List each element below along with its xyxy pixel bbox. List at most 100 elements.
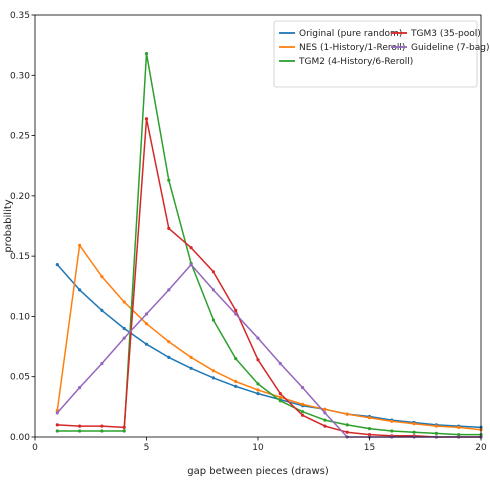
series-1-line (56, 244, 482, 431)
series-1-point (278, 395, 282, 399)
axes-layer: 0 5 10 15 20 0.00 0.05 0.10 0.15 0.20 0.25 0.30 0.35… (3, 11, 487, 477)
series-2-point (100, 429, 104, 433)
legend-label: TGM2 (4-History/6-Reroll) (298, 57, 413, 67)
legend-label: Guideline (7-bag) (411, 43, 489, 53)
y-tick-label: 0.35 (10, 11, 30, 21)
series-1-point (412, 422, 416, 426)
x-tick-label: 10 (252, 443, 264, 453)
series-4-point (301, 386, 305, 390)
x-tick-label: 20 (475, 443, 487, 453)
series-3-line (57, 117, 481, 438)
series-3-point (78, 424, 82, 428)
series-3-point (144, 117, 149, 121)
series-3-point (167, 226, 171, 230)
series-3-point (367, 433, 372, 437)
series-3-point (211, 270, 215, 274)
series-2-point (278, 399, 282, 403)
series-4-point (55, 411, 59, 415)
y-axis-label: probability (3, 199, 14, 252)
legend-entry-3: TGM3 (35-pool) (391, 29, 481, 39)
series-2-point (345, 423, 349, 427)
series-3-point (234, 308, 238, 312)
y-tick-label: 0.00 (10, 433, 30, 443)
y-tick-label: 0.05 (10, 373, 30, 383)
series-4-point (189, 263, 193, 267)
y-tick-label: 0.30 (10, 71, 30, 81)
series-1-point (457, 425, 461, 429)
series-1-point (323, 407, 327, 411)
series-3-point (301, 413, 305, 417)
series-4-point (100, 361, 104, 366)
series-0-line (56, 264, 482, 429)
series-4-point (278, 361, 282, 366)
series-4-point (323, 411, 327, 415)
series-2-point (167, 178, 171, 182)
series-2-point (211, 318, 215, 322)
legend-box (273, 20, 478, 88)
series-2-point (234, 357, 238, 361)
series-2-point (323, 418, 327, 422)
series-1-point (256, 388, 260, 392)
series-0-point (78, 288, 82, 292)
series-0-point (144, 342, 149, 346)
series-1-point (211, 369, 215, 373)
series-0-point (100, 308, 104, 312)
series-3-point (278, 392, 282, 396)
series-3-point (189, 246, 193, 250)
series-2-point (390, 429, 394, 433)
series-2-point (144, 52, 149, 56)
series-1-point (434, 424, 438, 428)
series-4-point (234, 312, 238, 316)
series-0-point (211, 376, 215, 380)
series-3-point (100, 424, 104, 428)
series-1-point (78, 243, 82, 247)
y-tick-label: 0.20 (10, 192, 30, 202)
series-0-point (122, 326, 126, 331)
series-3-point (256, 358, 260, 362)
series-0-point (189, 366, 193, 370)
series-2-point (412, 430, 416, 434)
series-2-point (256, 382, 260, 386)
series-4-point (144, 312, 149, 316)
legend-label: Original (pure random) (299, 29, 402, 39)
series-4-point (78, 386, 82, 390)
legend-label: NES (1-History/1-Reroll) (299, 43, 405, 53)
legend: Original (pure random) NES (1-History/1-R… (273, 20, 489, 88)
series-2-point (301, 410, 305, 414)
series-1-point (122, 300, 126, 304)
series-0-point (234, 384, 238, 388)
series-2-point (122, 429, 126, 433)
series-1-point (100, 275, 104, 279)
legend-label: TGM3 (35-pool) (410, 29, 481, 39)
series-1-point (167, 340, 171, 344)
series-0-point (55, 263, 59, 267)
series-4-point (256, 336, 260, 340)
series-2-point (434, 431, 438, 435)
series-3-point (55, 423, 59, 427)
series-1-point (301, 402, 305, 406)
series-1-point (390, 419, 394, 423)
y-tick-label: 0.25 (10, 132, 30, 142)
x-tick-label: 5 (144, 443, 150, 453)
series-1-point (234, 379, 238, 384)
series-2-point (78, 429, 82, 433)
series-3-point (323, 424, 327, 428)
legend-entry-4: Guideline (7-bag) (391, 43, 489, 53)
series-0-point (167, 355, 171, 359)
series-1-point (367, 416, 372, 420)
series-4-point (167, 288, 171, 292)
series-4-point (122, 336, 126, 340)
series-2-point (55, 429, 59, 433)
series-2-point (457, 433, 461, 437)
series-2-point (367, 427, 372, 431)
legend-entry-0: Original (pure random) (279, 29, 402, 39)
series-3-point (345, 430, 349, 434)
legend-entry-1: NES (1-History/1-Reroll) (279, 43, 405, 53)
series-4-point (211, 288, 215, 292)
x-tick-label: 0 (32, 443, 38, 453)
series-1-point (144, 322, 149, 326)
series-3-point (122, 425, 126, 429)
series-0-point (256, 392, 260, 396)
series-1-point (345, 412, 349, 416)
